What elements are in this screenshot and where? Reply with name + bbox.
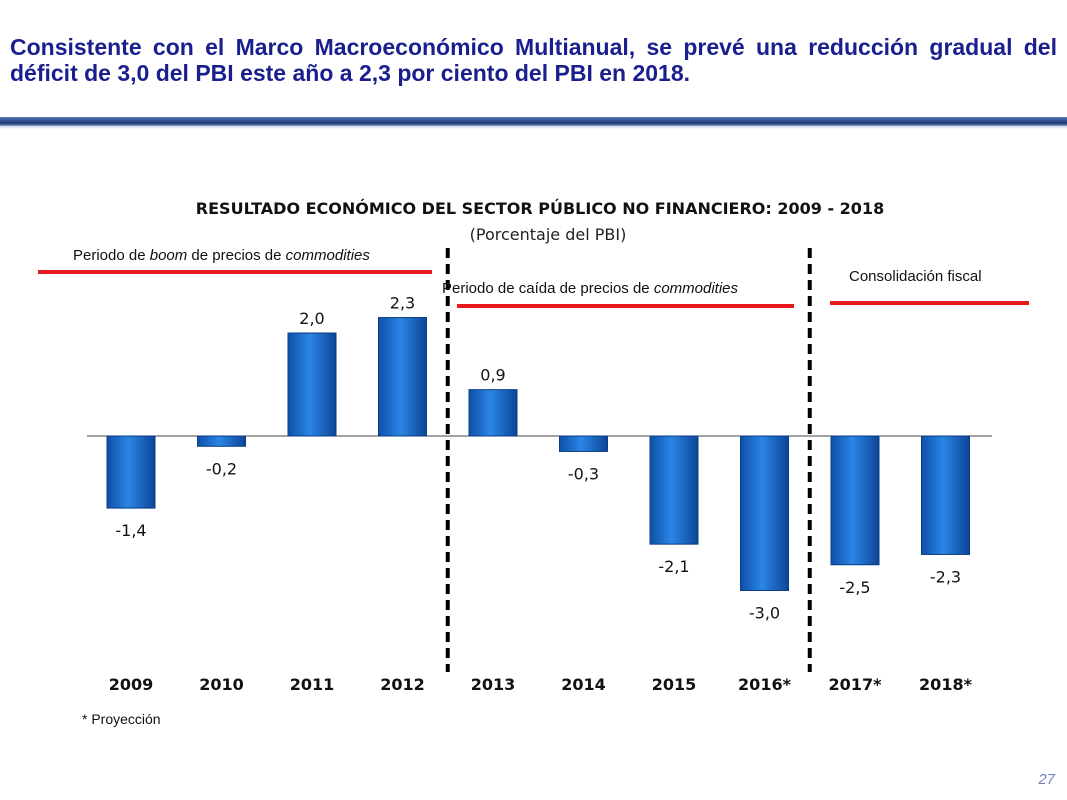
period-label: Periodo de boom de precios de commoditie… — [73, 247, 370, 264]
data-label: 2,3 — [390, 294, 415, 313]
page-number: 27 — [1038, 771, 1055, 788]
bar — [649, 435, 699, 545]
x-tick-label: 2012 — [380, 675, 425, 694]
period-label-part: Periodo de caída de precios de — [442, 280, 654, 297]
plot-area: -1,4 2009 -0,2 2010 2,0 2011 2,3 2012 0,9 2013 -0,… — [38, 247, 1029, 694]
x-tick-label: 2011 — [290, 675, 335, 694]
bar — [468, 389, 518, 437]
bar — [559, 435, 608, 452]
data-label: 0,9 — [480, 366, 505, 385]
header-divider — [0, 117, 1067, 126]
period-label-part: de precios de — [187, 247, 285, 264]
data-label: -0,2 — [206, 459, 237, 478]
data-label: 2,0 — [299, 309, 324, 328]
chart-title: RESULTADO ECONÓMICO DEL SECTOR PÚBLICO N… — [196, 199, 884, 218]
data-label: -1,4 — [115, 521, 146, 540]
period-label: Periodo de caída de precios de commoditi… — [442, 280, 739, 297]
bar — [106, 435, 156, 509]
x-tick-label: 2013 — [471, 675, 516, 694]
bar — [740, 435, 789, 591]
period-label-part: Periodo de — [73, 247, 150, 264]
footnote: * Proyección — [82, 711, 161, 727]
x-tick-label: 2015 — [652, 675, 697, 694]
period-label-part: commodities — [286, 247, 371, 264]
bar — [197, 435, 246, 447]
data-label: -3,0 — [749, 604, 780, 623]
page-title: Consistente con el Marco Macroeconómico … — [10, 34, 1057, 86]
data-label: -0,3 — [568, 464, 599, 483]
period-label: Consolidación fiscal — [849, 268, 982, 285]
x-tick-label: 2014 — [561, 675, 606, 694]
bar — [921, 435, 970, 555]
data-label: -2,5 — [839, 578, 870, 597]
period-label-part: commodities — [654, 280, 739, 297]
x-tick-label: 2017* — [829, 675, 883, 694]
x-tick-label: 2018* — [919, 675, 973, 694]
data-label: -2,1 — [658, 557, 689, 576]
bar — [830, 435, 880, 566]
x-tick-label: 2010 — [199, 675, 244, 694]
x-tick-label: 2016* — [738, 675, 792, 694]
period-label-part: Consolidación fiscal — [849, 268, 982, 285]
chart-subtitle: (Porcentaje del PBI) — [470, 225, 627, 244]
x-tick-label: 2009 — [109, 675, 154, 694]
period-label-part: boom — [150, 247, 188, 264]
bar — [378, 317, 427, 437]
bar — [287, 332, 337, 437]
header-divider-shadow — [0, 126, 1067, 129]
data-label: -2,3 — [930, 567, 961, 586]
